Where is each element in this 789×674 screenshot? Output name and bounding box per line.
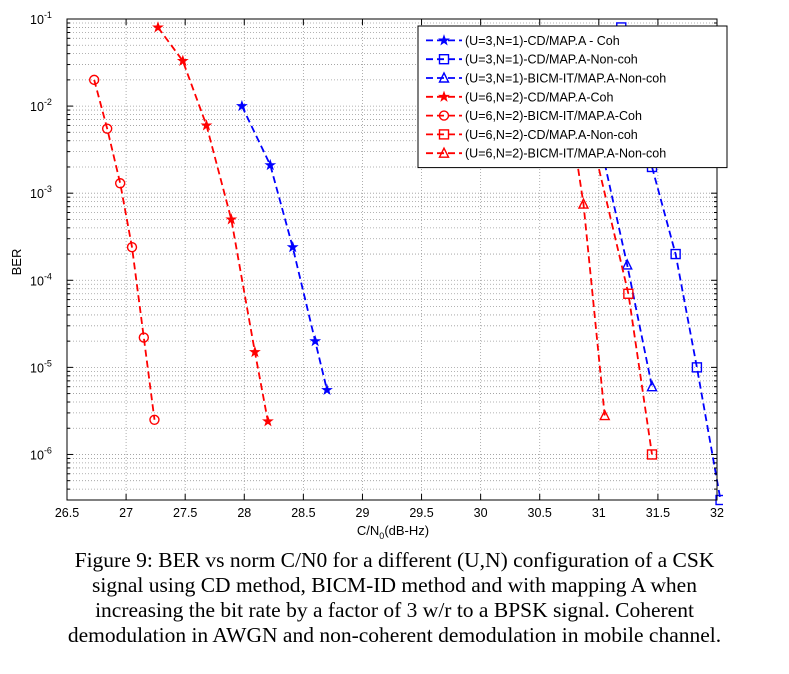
- data-point-square: [623, 288, 634, 299]
- x-tick-label: 27: [119, 506, 133, 520]
- legend-entry: (U=3,N=1)-CD/MAP.A - Coh: [426, 34, 620, 48]
- series-line: [603, 163, 653, 387]
- data-point-triangle: [646, 380, 658, 392]
- x-tick-label: 30.5: [528, 506, 552, 520]
- data-point-circle: [438, 110, 450, 121]
- legend-entry: (U=6,N=2)-BICM-IT/MAP.A-Non-coh: [426, 146, 666, 161]
- y-tick-label: 10-6: [30, 445, 52, 462]
- data-point-star: [309, 334, 322, 347]
- x-tick-label: 30: [474, 506, 488, 520]
- x-tick-label: 26.5: [55, 506, 79, 520]
- legend-label: (U=3,N=1)-CD/MAP.A-Non-coh: [465, 53, 638, 67]
- data-point-circle: [126, 241, 138, 253]
- data-point-square: [438, 129, 450, 140]
- data-point-star: [286, 240, 299, 253]
- legend-label: (U=6,N=2)-CD/MAP.A-Coh: [465, 90, 613, 104]
- data-point-triangle: [621, 258, 633, 270]
- data-point-circle: [101, 123, 113, 134]
- y-tick-label: 10-5: [30, 358, 52, 375]
- legend-label: (U=6,N=2)-CD/MAP.A-Non-coh: [465, 128, 638, 142]
- series-line: [93, 79, 156, 420]
- x-tick-label: 29: [356, 506, 370, 520]
- x-axis-label: C/N0(dB-Hz): [357, 523, 429, 541]
- legend-box: [417, 25, 728, 169]
- plot-frame: [66, 18, 718, 501]
- caption-line-3: increasing the bit rate by a factor of 3…: [95, 598, 694, 622]
- legend-label: (U=6,N=2)-BICM-IT/MAP.A-Coh: [465, 109, 642, 123]
- legend-label: (U=3,N=1)-BICM-IT/MAP.A-Non-coh: [465, 72, 666, 86]
- data-point-star: [261, 415, 274, 427]
- data-point-triangle: [438, 71, 450, 83]
- data-point-star: [176, 54, 189, 66]
- data-point-circle: [114, 178, 126, 189]
- y-tick-label: 10-3: [30, 184, 52, 201]
- data-point-square: [646, 449, 658, 460]
- series-line: [157, 26, 269, 422]
- y-tick-label: 10-2: [30, 97, 52, 114]
- chart-legend: (U=3,N=1)-CD/MAP.A - Coh (U=3,N=1)-CD/MAP…: [417, 25, 728, 169]
- caption-line-2: signal using CD method, BICM-ID method a…: [92, 573, 697, 597]
- data-point-star: [225, 213, 238, 225]
- data-point-star: [235, 99, 248, 112]
- series-line: [620, 27, 722, 501]
- data-point-star: [438, 34, 450, 46]
- legend-entry: (U=3,N=1)-CD/MAP.A-Non-coh: [426, 53, 638, 67]
- data-point-star: [152, 21, 164, 33]
- x-tick-label: 29.5: [409, 506, 433, 520]
- series-line: [595, 158, 653, 455]
- chart-grid: [67, 19, 717, 500]
- series-5: [88, 74, 160, 426]
- x-tick-label: 31.5: [646, 506, 670, 520]
- data-point-circle: [88, 74, 100, 86]
- data-point-square: [438, 54, 450, 65]
- legend-entry: (U=6,N=2)-CD/MAP.A-Non-coh: [426, 128, 638, 142]
- y-axis-label: BER: [9, 249, 24, 276]
- axis-ticks: 26.5 27 27.5 28 28.5 29 29.5 30 30.5 31 31.5 32 10-1…: [30, 10, 724, 520]
- data-point-circle: [138, 332, 150, 343]
- series-line: [570, 125, 606, 416]
- legend-entry: (U=6,N=2)-CD/MAP.A-Coh: [426, 90, 613, 104]
- data-point-star: [248, 345, 261, 358]
- caption-line-4: demodulation in AWGN and non-coherent de…: [67, 623, 722, 647]
- data-point-square: [691, 362, 703, 373]
- chart-series: [88, 21, 723, 506]
- legend-label: (U=6,N=2)-BICM-IT/MAP.A-Non-coh: [465, 147, 666, 161]
- data-point-square: [670, 248, 681, 260]
- plot-border: [66, 18, 718, 501]
- data-point-star: [438, 90, 450, 102]
- legend-entry: (U=6,N=2)-BICM-IT/MAP.A-Coh: [426, 109, 642, 123]
- ber-chart: 26.5 27 27.5 28 28.5 29 29.5 30 30.5 31 31.5 32 10-1…: [9, 10, 728, 541]
- y-tick-label: 10-4: [30, 271, 52, 288]
- data-point-star: [200, 119, 213, 131]
- data-point-circle: [149, 414, 160, 426]
- series-1: [235, 99, 333, 396]
- data-point-triangle: [438, 146, 450, 158]
- legend-entry: (U=3,N=1)-BICM-IT/MAP.A-Non-coh: [426, 71, 666, 86]
- caption-line-1: Figure 9: BER vs norm C/N0 for a differe…: [74, 548, 715, 572]
- data-point-star: [264, 158, 277, 171]
- figure-caption: Figure 9: BER vs norm C/N0 for a differe…: [0, 548, 789, 648]
- data-point-triangle: [577, 197, 590, 209]
- data-point-triangle: [599, 408, 611, 421]
- x-tick-label: 27.5: [173, 506, 197, 520]
- data-point-star: [321, 383, 333, 396]
- x-tick-label: 28: [237, 506, 251, 520]
- x-tick-label: 32: [710, 506, 724, 520]
- series-4: [152, 21, 274, 427]
- x-tick-label: 28.5: [291, 506, 315, 520]
- legend-label: (U=3,N=1)-CD/MAP.A - Coh: [465, 34, 620, 48]
- y-tick-label: 10-1: [30, 10, 52, 27]
- x-tick-label: 31: [592, 506, 606, 520]
